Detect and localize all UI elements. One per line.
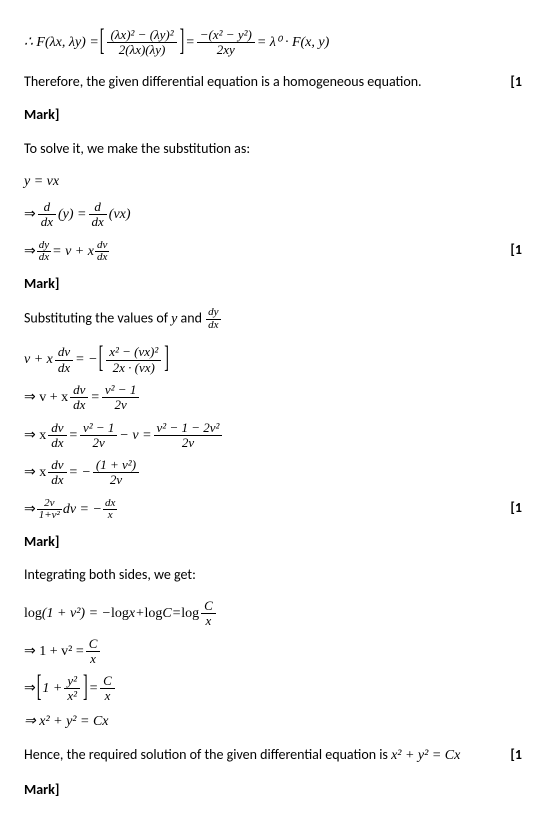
substitution-intro: To solve it, we make the substitution as… — [24, 139, 522, 159]
eq-sub1: v + x dvdx = − [ x² − (vx)²2x · (vx) ] — [24, 345, 522, 375]
substituting-values: Substituting the values of y and dydx — [24, 307, 522, 331]
eq-int3: ⇒ [ 1 + y²x² ] = Cx — [24, 674, 522, 704]
eq-sub2: ⇒ v + x dvdx = v² − 12v — [24, 383, 522, 413]
mark-bracket: [1 — [510, 72, 522, 92]
eq-y-vx: y = vx — [24, 172, 522, 192]
eq-diff-both: ⇒ ddx (y) = ddx (vx) — [24, 200, 522, 230]
eq1-pre: ∴ F(λx, λy) = — [24, 33, 99, 53]
integrating-text: Integrating both sides, we get: — [24, 565, 522, 585]
eq-sub3: ⇒ x dvdx = v² − 12v − v = v² − 1 − 2v²2v — [24, 421, 522, 451]
final-statement: Hence, the required solution of the give… — [24, 745, 522, 766]
eq-sub5: ⇒ 2v1+v² dv = − dxx [1 — [24, 498, 522, 522]
eq-int2: ⇒ 1 + v² = Cx — [24, 637, 522, 667]
mark-word: Mark] — [24, 105, 522, 125]
eq-sub4: ⇒ x dvdx = − (1 + v²)2v — [24, 458, 522, 488]
equation-homogeneity: ∴ F(λx, λy) = [ (λx)² − (λy)²2(λx)(λy) ]… — [24, 28, 522, 58]
eq-int1: loglog(1 + v²) = −log (1 + v²) = −logx +… — [24, 599, 522, 629]
statement-homogeneous: Therefore, the given differential equati… — [24, 72, 522, 92]
eq-dy-dx: ⇒ dydx = v + x dvdx [1 — [24, 240, 522, 264]
eq-int4: ⇒ x² + y² = Cx — [24, 712, 522, 732]
